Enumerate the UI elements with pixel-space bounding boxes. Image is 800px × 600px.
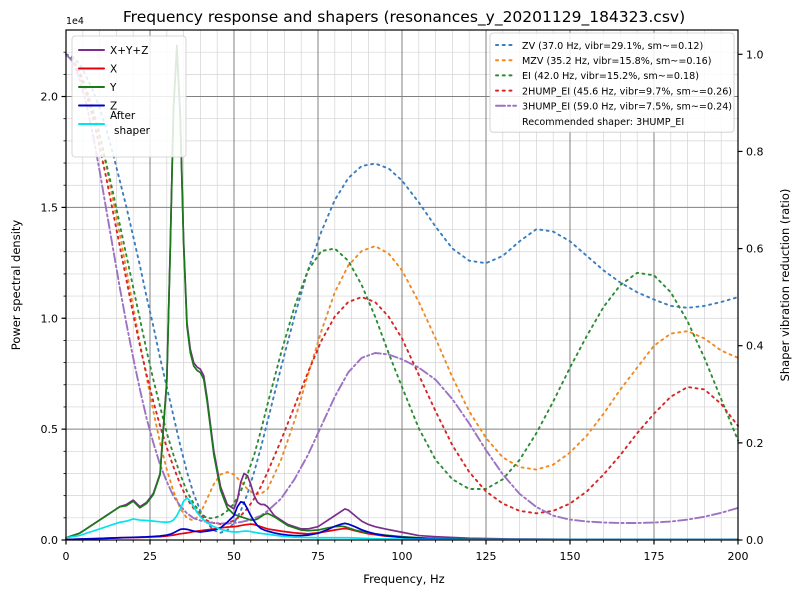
legend-label-ei[interactable]: EI (42.0 Hz, vibr=15.2%, sm~=0.18)	[522, 71, 699, 82]
y-tick-label: 0.5	[41, 423, 59, 436]
y-tick-label: 2.0	[41, 91, 59, 104]
y-right-tick-label: 0.2	[746, 437, 764, 450]
legend-label-zv[interactable]: ZV (37.0 Hz, vibr=29.1%, sm~=0.12)	[522, 41, 703, 52]
x-tick-label: 175	[644, 550, 665, 563]
x-tick-label: 25	[143, 550, 157, 563]
axis-ticks: 0 25 50 75 100 125 150 175 200 0.0 0.5 1.0 1.5 2.0 0.0…	[41, 48, 764, 563]
legend-label-mzv[interactable]: MZV (35.2 Hz, vibr=15.8%, sm~=0.16)	[522, 56, 711, 67]
plot-border	[65, 29, 739, 541]
x-tick-label: 125	[476, 550, 497, 563]
y-right-tick-label: 0.8	[746, 145, 764, 158]
y-right-tick-label: 0.0	[746, 534, 764, 547]
shaper-curve-2hump_ei	[65, 53, 739, 525]
psd-curve-z	[65, 501, 739, 541]
legend-label-3hump_ei[interactable]: 3HUMP_EI (59.0 Hz, vibr=7.5%, sm~=0.24)	[522, 102, 732, 113]
legend-label-after-shaper[interactable]: After	[110, 110, 136, 122]
data-curves	[65, 44, 739, 541]
legend-label-2hump_ei[interactable]: 2HUMP_EI (45.6 Hz, vibr=9.7%, sm~=0.26)	[522, 86, 732, 97]
x-tick-label: 150	[560, 550, 581, 563]
legend-label-x-y-z[interactable]: X+Y+Z	[110, 45, 148, 57]
y-axis-offset-label: 1e4	[66, 16, 84, 27]
y-right-tick-label: 1.0	[746, 48, 764, 61]
x-tick-label: 50	[227, 550, 241, 563]
psd-curve-after-shaper	[65, 497, 739, 541]
shaper-curve-zv	[65, 53, 739, 534]
x-tick-label: 0	[63, 550, 70, 563]
legend-label-x[interactable]: X	[110, 64, 117, 76]
y-right-tick-label: 0.6	[746, 243, 764, 256]
y-axis-label: Power spectral density	[9, 220, 23, 351]
psd-curve-x-y-z	[65, 44, 739, 541]
legend-psd-box	[71, 35, 187, 158]
y-axis-right-label: Shaper vibration reduction (ratio)	[778, 189, 792, 382]
legend-label-z[interactable]: Z	[110, 101, 117, 113]
y-tick-label: 1.5	[41, 201, 59, 214]
page-title: Frequency response and shapers (resonanc…	[123, 8, 685, 27]
y-tick-label: 0.0	[41, 534, 59, 547]
shaper-curve-mzv	[65, 53, 739, 522]
legend-label-after-shaper-2[interactable]: shaper	[114, 125, 151, 137]
legend-shapers-box	[489, 32, 735, 133]
y-tick-label: 1.0	[41, 312, 59, 325]
x-axis-label: Frequency, Hz	[363, 572, 444, 586]
shaper-curve-ei	[65, 53, 739, 520]
x-tick-label: 200	[728, 550, 749, 563]
legend-label-y[interactable]: Y	[109, 82, 117, 94]
x-tick-label: 100	[392, 550, 413, 563]
x-tick-label: 75	[311, 550, 325, 563]
shaper-curve-3hump_ei	[65, 53, 739, 525]
legend-shapers[interactable]: ZV (37.0 Hz, vibr=29.1%, sm~=0.12) MZV (3…	[489, 32, 735, 133]
y-right-tick-label: 0.4	[746, 340, 764, 353]
recommended-shaper-label: Recommended shaper: 3HUMP_EI	[522, 117, 684, 128]
